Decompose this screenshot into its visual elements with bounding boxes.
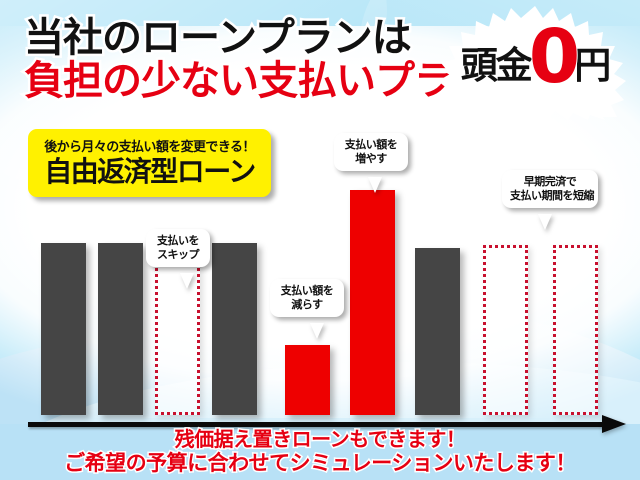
callout-shorten-term: 早期完済で 支払い期間を短縮 (502, 170, 598, 230)
bar-9-shortened (553, 245, 598, 415)
callout-tail (368, 177, 382, 193)
bar-7 (415, 248, 460, 415)
axis-line (28, 422, 606, 427)
footer-message: 残価据え置きローンもできます！ ご希望の予算に合わせてシミュレーションいたします… (0, 426, 640, 476)
background-bottom-band (0, 424, 640, 480)
footer-line-1: 残価据え置きローンもできます！ (173, 426, 467, 452)
callout-bubble: 支払い額を 減らす (270, 279, 344, 317)
badge-suffix: 円 (573, 43, 612, 88)
callout-tail (180, 273, 194, 289)
plan-box-subtitle: 後から月々の支払い額を変更できる！ (44, 139, 255, 155)
callout-line-2: 支払い期間を短縮 (510, 188, 595, 202)
bar-8-shortened (483, 245, 528, 415)
callout-skip-payment: 支払いを スキップ (146, 229, 210, 289)
bar-1 (41, 243, 86, 415)
badge-amount: 0 (528, 14, 581, 101)
starburst-icon (438, 6, 626, 120)
callout-line-2: 減らす (291, 297, 323, 311)
bar-4 (212, 243, 257, 415)
callout-increase-payment: 支払い額を 増やす (334, 133, 408, 193)
down-payment-zero-badge: 頭金 0 円 (432, 4, 638, 120)
callout-tail (538, 214, 552, 230)
free-repayment-plan-box: 後から月々の支払い額を変更できる！ 自由返済型ローン (28, 129, 271, 197)
badge-prefix: 頭金 (460, 43, 534, 88)
headline-line-1: 当社のローンプランは (22, 15, 415, 61)
callout-line-2: スキップ (157, 247, 200, 261)
callout-bubble: 早期完済で 支払い期間を短縮 (502, 170, 598, 208)
callout-line-1: 早期完済で (523, 175, 577, 188)
bar-5-reduced (285, 345, 330, 415)
plan-box-title: 自由返済型ローン (44, 154, 256, 188)
callout-bubble: 支払いを スキップ (146, 229, 210, 267)
arrow-right-icon (602, 415, 626, 433)
timeline-axis (28, 415, 628, 433)
footer-line-2: ご希望の予算に合わせてシミュレーションいたします！ (63, 450, 578, 476)
callout-reduce-payment: 支払い額を 減らす (270, 279, 344, 339)
bar-6-increased (350, 190, 395, 415)
callout-line-1: 支払いを (157, 234, 200, 247)
badge-text: 頭金 0 円 (432, 4, 638, 120)
bar-2 (98, 243, 143, 415)
headline: 当社のローンプランは 負担の少ない支払いプラン (22, 15, 496, 104)
callout-line-2: 増やす (355, 151, 387, 165)
headline-line-2: 負担の少ない支払いプラン (22, 57, 496, 104)
bar-3-skipped (155, 243, 200, 415)
callout-tail (310, 323, 324, 339)
callout-line-1: 支払い額を (344, 138, 398, 151)
callout-line-1: 支払い額を (280, 284, 334, 297)
callout-bubble: 支払い額を 増やす (334, 133, 408, 171)
